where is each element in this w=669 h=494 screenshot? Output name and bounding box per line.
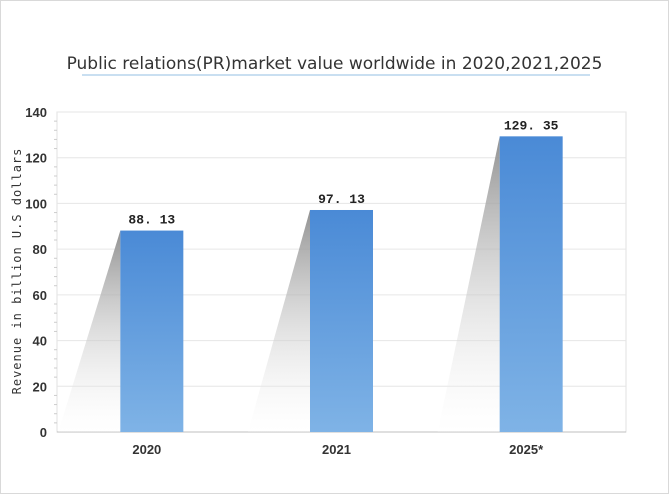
bar-shadows bbox=[58, 136, 500, 433]
y-tick-label: 80 bbox=[33, 242, 47, 257]
x-tick-label: 2020 bbox=[132, 442, 161, 457]
y-tick-label: 140 bbox=[25, 105, 47, 120]
bar bbox=[499, 136, 563, 433]
x-tick-label: 2025* bbox=[509, 442, 544, 457]
bar bbox=[120, 230, 184, 432]
y-tick-label: 120 bbox=[25, 151, 47, 166]
y-tick-label: 0 bbox=[40, 425, 47, 440]
y-tick-label: 60 bbox=[33, 288, 47, 303]
data-label: 129. 35 bbox=[504, 118, 559, 133]
x-tick-label: 2021 bbox=[322, 442, 351, 457]
bar-shadow bbox=[437, 136, 500, 433]
data-label: 88. 13 bbox=[128, 213, 175, 228]
y-axis-title: Revenue in billion U.S dollars bbox=[10, 148, 24, 395]
chart-title: Public relations(PR)market value worldwi… bbox=[66, 54, 603, 74]
bar-shadow bbox=[248, 209, 310, 432]
y-tick-label: 40 bbox=[33, 334, 47, 349]
bar bbox=[310, 209, 373, 432]
bar-shadow bbox=[58, 230, 121, 432]
bars bbox=[120, 136, 563, 433]
data-label: 97. 13 bbox=[318, 192, 365, 207]
y-axis-ticks: 0 20 40 60 80 100 120 140 bbox=[25, 105, 57, 440]
y-tick-label: 100 bbox=[25, 196, 47, 211]
title-underline bbox=[82, 74, 590, 76]
y-tick-label: 20 bbox=[33, 379, 47, 394]
labels: 88. 13 2020 97. 13 2021 129. 35 2025* bbox=[128, 118, 558, 457]
